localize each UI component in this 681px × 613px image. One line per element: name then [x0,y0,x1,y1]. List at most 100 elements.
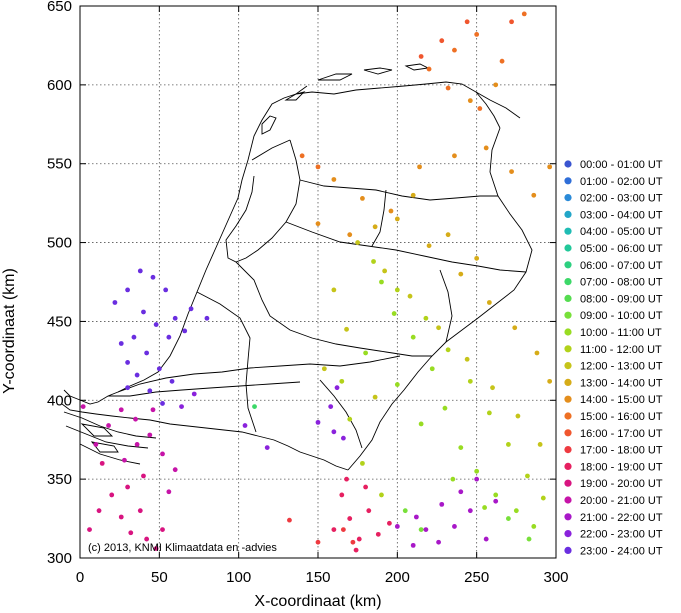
data-point [134,442,140,447]
legend-marker [564,227,572,235]
data-point [134,372,140,378]
data-point [118,514,124,520]
data-point [160,451,165,457]
data-point [426,66,432,72]
data-point [458,271,464,277]
legend-label: 12:00 - 13:00 UT [580,361,663,373]
data-point [122,457,127,463]
data-point [531,524,537,529]
data-point [334,385,340,391]
data-point [410,334,416,340]
data-point [474,255,480,261]
data-point [147,432,153,438]
eastern-border [347,127,533,471]
data-point [321,366,327,372]
afsluitdijk [251,139,291,161]
data-point [172,467,178,473]
data-point [512,325,518,331]
zeeland-estuary-2 [65,425,149,449]
legend-label: 21:00 - 22:00 UT [580,512,663,524]
data-point [344,326,349,332]
data-point [423,315,429,321]
legend-label: 17:00 - 18:00 UT [580,445,663,457]
data-point [331,527,337,533]
data-point [153,322,159,327]
data-point [509,19,514,25]
data-point [150,274,156,280]
y-tick-label: 350 [47,471,72,488]
legend-marker [564,496,572,504]
data-point [467,378,473,384]
data-point [486,410,492,416]
data-point [387,520,392,526]
data-point [150,407,156,413]
data-point [112,300,118,305]
province-border-4 [196,291,257,433]
y-axis: 300 350 400 450 500 550 600 650 [47,0,556,567]
data-point [166,334,172,340]
data-point [93,442,99,447]
legend-label: 01:00 - 02:00 UT [580,176,663,188]
legend-marker [564,311,572,319]
legend-label: 07:00 - 08:00 UT [580,277,663,289]
legend-label: 10:00 - 11:00 UT [580,327,662,339]
data-point [328,404,334,409]
data-point [360,196,365,201]
legend-marker [564,177,572,185]
legend-marker [564,362,572,370]
data-point [299,153,305,159]
data-point [418,54,424,59]
data-point [252,404,257,409]
data-point [242,423,248,428]
legend-marker [564,328,572,336]
legend-marker [564,345,572,353]
data-point [331,429,337,435]
data-point [521,11,527,17]
province-border-7 [439,269,453,343]
island-vlieland [284,91,306,101]
legend-label: 11:00 - 12:00 UT [580,344,662,356]
data-point [482,505,487,510]
data-point [410,192,416,198]
data-point [493,492,499,498]
legend-label: 03:00 - 04:00 UT [580,209,663,221]
data-point [344,476,349,482]
data-point [339,378,345,384]
data-point [534,350,540,356]
legend-label: 22:00 - 23:00 UT [580,529,663,541]
ijsselmeer-shore [225,139,301,263]
data-point [315,419,321,425]
map-outline [61,63,533,471]
data-point [464,356,470,362]
data-point [356,536,362,542]
data-point [144,350,150,356]
data-point [442,405,448,411]
legend-marker [564,446,572,454]
data-point [526,536,532,542]
legend-label: 08:00 - 09:00 UT [580,293,663,305]
data-point [350,539,356,545]
data-point [445,85,451,91]
data-point [531,192,537,198]
data-point [153,546,159,551]
data-point [513,508,519,514]
data-point [394,524,400,529]
legend: 00:00 - 01:00 UT 01:00 - 02:00 UT 02:00 - … [564,159,663,557]
legend-marker [564,412,572,420]
data-point [464,19,470,25]
data-point [413,514,419,520]
data-point [547,164,553,170]
data-point [474,476,480,482]
x-tick-label: 200 [385,569,410,586]
data-point [410,542,416,548]
legend-marker [564,244,572,252]
data-point [141,309,146,315]
legend-label: 23:00 - 24:00 UT [580,545,663,557]
x-axis: 0 50 100 150 200 250 300 [76,6,569,586]
data-point [493,498,499,504]
y-tick-label: 300 [47,550,72,567]
data-point [315,539,321,545]
data-point [363,484,368,490]
data-point [388,208,394,214]
x-tick-label: 50 [151,569,168,586]
